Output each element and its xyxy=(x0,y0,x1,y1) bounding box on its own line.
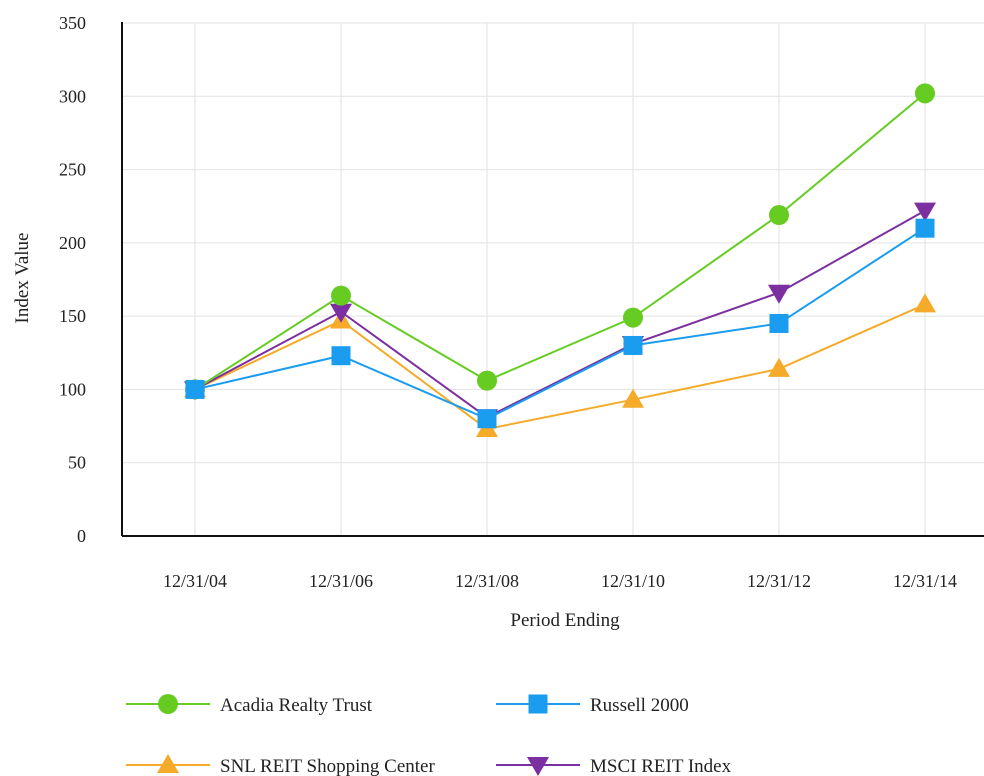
y-tick-label: 150 xyxy=(59,306,86,326)
data-point xyxy=(477,370,497,391)
legend-marker xyxy=(158,694,178,714)
series-line xyxy=(194,227,926,420)
data-point xyxy=(914,202,936,222)
y-tick-label: 350 xyxy=(59,13,86,33)
legend-marker xyxy=(528,694,548,714)
series-russell-2000 xyxy=(185,218,935,429)
x-tick-label: 12/31/12 xyxy=(747,571,811,591)
y-tick-labels: 0 50 100 150 200 250 300 350 xyxy=(59,13,86,546)
legend-label: SNL REIT Shopping Center xyxy=(220,756,435,776)
data-point xyxy=(477,409,497,429)
series-acadia-realty-trust xyxy=(185,83,935,400)
data-point xyxy=(622,388,644,408)
legend-marker xyxy=(527,757,549,776)
data-point xyxy=(185,379,205,399)
series-line xyxy=(194,303,926,431)
series-group xyxy=(184,83,936,438)
data-point xyxy=(769,313,789,333)
legend: Acadia Realty Trust Russell 2000 SNL REIT … xyxy=(126,694,732,776)
legend-item: Acadia Realty Trust xyxy=(126,694,373,716)
y-tick-label: 200 xyxy=(59,233,86,253)
legend-item: Russell 2000 xyxy=(496,694,689,716)
legend-item: SNL REIT Shopping Center xyxy=(126,754,435,776)
legend-marker xyxy=(157,754,179,773)
data-point xyxy=(331,285,351,306)
x-tick-label: 12/31/04 xyxy=(163,571,227,591)
data-point xyxy=(915,218,935,238)
data-point xyxy=(768,284,790,304)
data-point xyxy=(914,293,936,313)
y-tick-label: 50 xyxy=(68,453,86,473)
x-tick-labels: 12/31/04 12/31/06 12/31/08 12/31/10 12/31/12… xyxy=(163,571,957,591)
data-point xyxy=(330,303,352,323)
legend-item: MSCI REIT Index xyxy=(496,756,732,776)
x-tick-label: 12/31/06 xyxy=(309,571,373,591)
legend-label: Russell 2000 xyxy=(590,695,689,716)
x-tick-label: 12/31/10 xyxy=(601,571,665,591)
series-line xyxy=(194,209,926,419)
series-line xyxy=(194,92,926,391)
y-tick-label: 300 xyxy=(59,86,86,106)
y-axis-label: Index Value xyxy=(12,233,33,324)
x-tick-label: 12/31/08 xyxy=(455,571,519,591)
data-point xyxy=(623,307,643,328)
y-tick-label: 100 xyxy=(59,379,86,399)
series-msci-reit-index xyxy=(184,202,936,429)
data-point xyxy=(768,357,790,377)
data-point xyxy=(623,335,643,355)
grid-lines xyxy=(122,22,984,536)
data-point xyxy=(331,346,351,366)
axes xyxy=(121,22,984,537)
y-tick-label: 250 xyxy=(59,160,86,180)
legend-label: MSCI REIT Index xyxy=(590,756,732,776)
data-point xyxy=(915,83,935,104)
data-point xyxy=(769,205,789,226)
x-tick-label: 12/31/14 xyxy=(893,571,957,591)
legend-label: Acadia Realty Trust xyxy=(220,695,373,716)
x-axis-label: Period Ending xyxy=(510,610,620,631)
y-tick-label: 0 xyxy=(77,526,86,546)
